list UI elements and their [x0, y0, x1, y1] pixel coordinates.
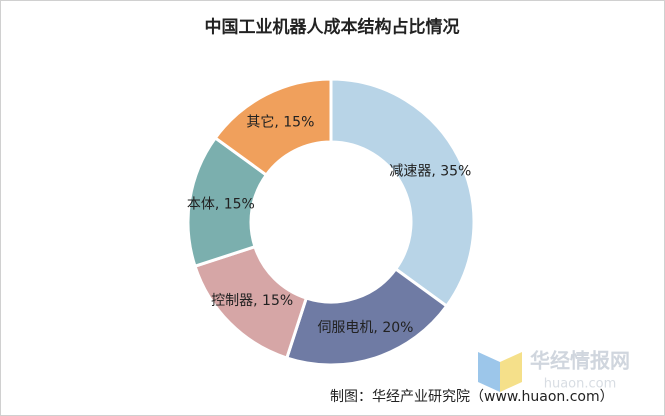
data-label: 其它, 15% — [246, 114, 314, 131]
chart-title: 中国工业机器人成本结构占比情况 — [205, 17, 460, 38]
donut-slice — [284, 266, 449, 367]
data-label: 本体, 15% — [187, 197, 255, 213]
data-label: 控制器, 15% — [211, 293, 293, 309]
donut-slice — [213, 77, 333, 178]
donut-slice — [329, 77, 476, 309]
source-note: 制图：华经产业研究院（www.huaon.com） — [330, 389, 614, 405]
watermark: 华经情报网 — [530, 349, 630, 373]
watermark-logo — [478, 352, 522, 392]
watermark-sub: huaon.com — [544, 377, 617, 392]
data-label: 伺服电机, 20% — [317, 320, 413, 336]
data-label: 减速器, 35% — [389, 163, 471, 179]
